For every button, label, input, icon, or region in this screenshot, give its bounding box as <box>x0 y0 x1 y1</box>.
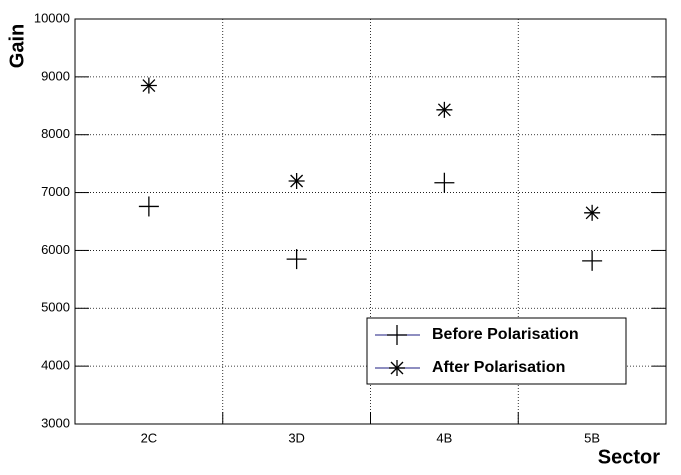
y-tick-label: 4000 <box>41 358 70 373</box>
x-tick-label: 4B <box>436 430 452 445</box>
data-point <box>582 250 603 271</box>
legend-marker <box>387 325 407 345</box>
y-tick-label: 5000 <box>41 300 70 315</box>
legend-label: Before Polarisation <box>432 326 579 343</box>
x-tick-label: 2C <box>141 430 158 445</box>
y-axis-title: Gain <box>6 24 28 68</box>
data-point <box>288 173 305 189</box>
y-tick-label: 6000 <box>41 242 70 257</box>
legend-marker <box>389 360 405 376</box>
data-point <box>286 249 307 270</box>
y-tick-label: 3000 <box>41 415 70 430</box>
x-tick-label: 5B <box>584 430 600 445</box>
data-point <box>434 172 455 193</box>
marker-stroke <box>390 361 404 375</box>
y-tick-label: 7000 <box>41 184 70 199</box>
data-point <box>140 77 157 94</box>
marker-stroke <box>290 174 304 188</box>
y-tick-label: 9000 <box>41 68 70 83</box>
y-tick-label: 10000 <box>34 10 70 25</box>
legend-label: After Polarisation <box>432 359 565 376</box>
marker-stroke <box>585 206 599 220</box>
marker-stroke <box>142 79 156 92</box>
legend-box <box>366 317 627 385</box>
data-point <box>584 204 601 221</box>
marker-stroke <box>437 103 451 117</box>
data-point <box>436 101 453 118</box>
y-tick-label: 8000 <box>41 126 70 141</box>
x-tick-label: 3D <box>288 430 305 445</box>
x-axis-title: Sector <box>598 446 660 468</box>
data-point <box>138 196 159 217</box>
